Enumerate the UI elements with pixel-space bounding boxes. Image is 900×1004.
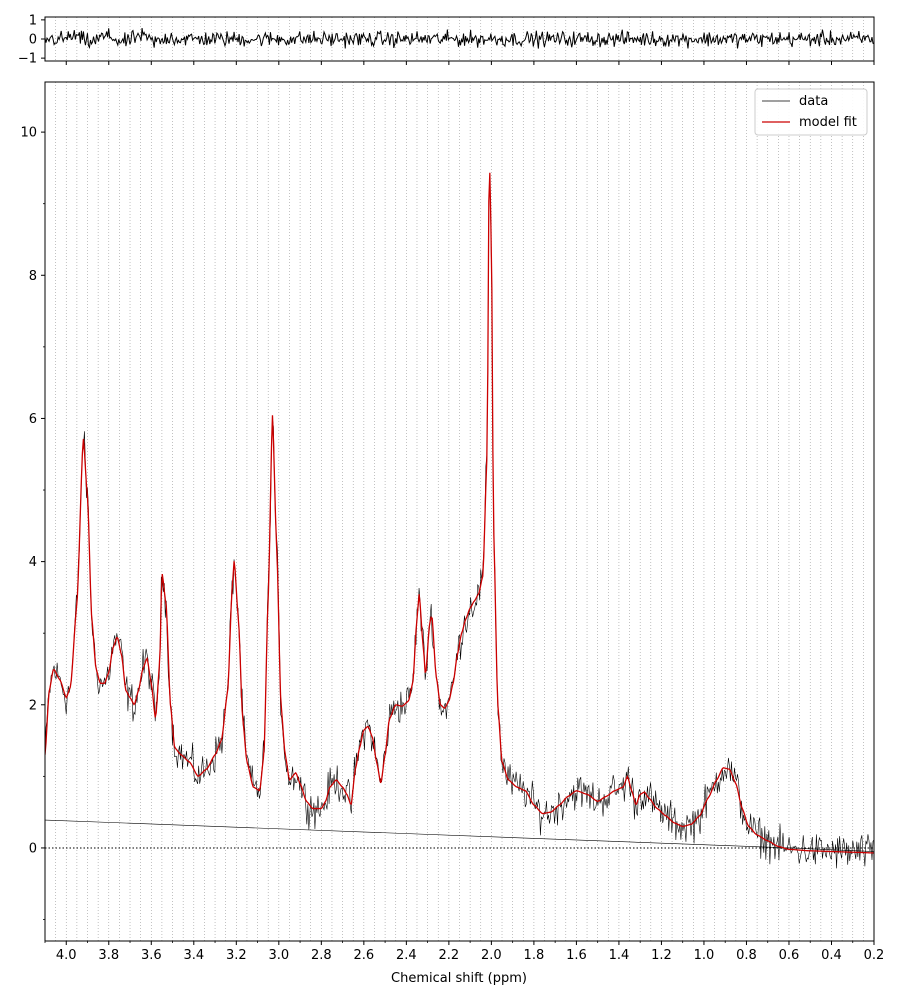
x-tick-label: 3.8 [98,948,119,963]
y-tick-label: 0 [29,841,37,856]
residual-x-ticks [65,61,875,65]
y-tick-label: 4 [29,555,37,570]
residual-y-tick-label: −1 [18,52,37,67]
x-tick-label: 3.2 [226,948,247,963]
y-tick-label: 10 [20,126,37,141]
x-tick-label: 1.6 [566,948,587,963]
x-tick-label: 0.8 [736,948,757,963]
main-panel: 0 2 4 6 8 10 4.0 3.8 3.6 3.4 3.2 3.0 2.8 2.6 2.4 2.2 2.… [20,81,885,986]
residual-line [45,27,874,50]
model-fit-line [45,172,874,854]
x-tick-label: 2.8 [311,948,332,963]
residual-y-tick-label: 1 [29,13,37,28]
y-tick-label: 2 [29,698,37,713]
baseline-line [45,819,874,852]
x-tick-label: 3.6 [141,948,162,963]
main-y-axis: 0 2 4 6 8 10 [20,126,45,920]
main-x-axis: 4.0 3.8 3.6 3.4 3.2 3.0 2.8 2.6 2.4 2.2 2.0 1.8 1.6 1… [44,941,885,963]
x-tick-label: 1.8 [524,948,545,963]
y-tick-label: 6 [29,412,37,427]
x-tick-label: 2.6 [354,948,375,963]
x-tick-label: 0.6 [779,948,800,963]
y-tick-label: 8 [29,269,37,284]
x-tick-label: 4.0 [56,948,77,963]
main-frame [44,81,875,942]
residual-y-tick-label: 0 [29,33,37,48]
data-line [45,174,874,869]
legend-data-label: data [799,94,828,109]
residual-y-axis: 1 0 −1 [18,13,45,67]
legend-fit-label: model fit [799,115,857,130]
x-tick-label: 2.0 [481,948,502,963]
x-tick-label: 1.2 [651,948,672,963]
x-tick-label: 1.0 [694,948,715,963]
x-tick-label: 0.4 [821,948,842,963]
legend-box [754,88,868,136]
residual-frame [44,16,875,62]
x-tick-label: 0.2 [864,948,885,963]
x-axis-label: Chemical shift (ppm) [391,971,527,986]
x-tick-label: 1.4 [609,948,630,963]
x-tick-label: 2.2 [439,948,460,963]
legend: data model fit [754,88,868,136]
residual-panel: 1 0 −1 [18,13,875,67]
x-tick-label: 3.4 [183,948,204,963]
x-tick-label: 3.0 [268,948,289,963]
x-tick-label: 2.4 [396,948,417,963]
